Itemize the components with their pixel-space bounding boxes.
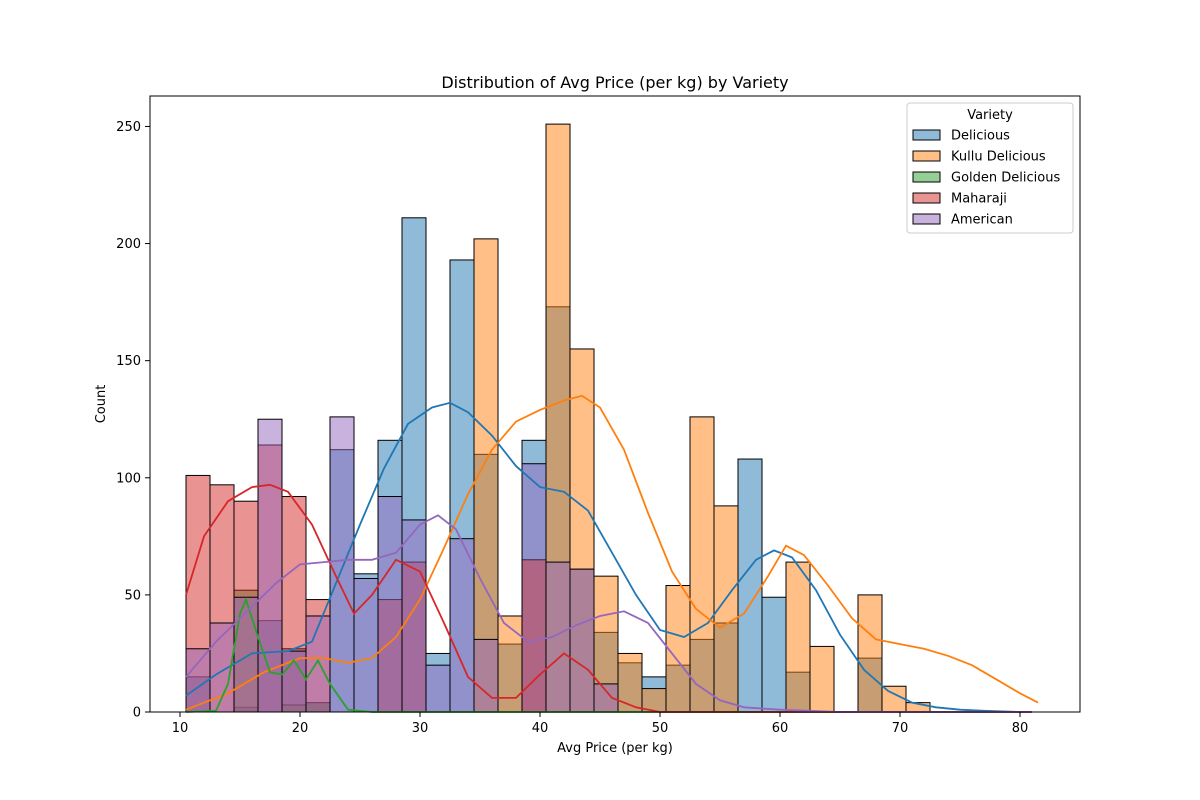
bar bbox=[617, 652, 643, 713]
legend-item-label: American bbox=[951, 213, 1013, 228]
x-tick-label: 30 bbox=[412, 721, 429, 736]
legend-item-label: Kullu Delicious bbox=[951, 150, 1046, 165]
kde-line-0 bbox=[185, 401, 1021, 713]
y-tick-label: 0 bbox=[133, 706, 141, 721]
histogram-bars bbox=[185, 123, 931, 713]
chart-title: Distribution of Avg Price (per kg) by Va… bbox=[441, 73, 788, 92]
bar bbox=[881, 685, 907, 713]
x-axis: 10 20 30 40 50 60 70 80 bbox=[172, 712, 1029, 736]
bar bbox=[353, 577, 379, 713]
y-tick-label: 50 bbox=[124, 588, 141, 603]
bar bbox=[233, 596, 259, 713]
legend-item-label: Golden Delicious bbox=[951, 171, 1060, 186]
x-axis-label: Avg Price (per kg) bbox=[557, 741, 673, 756]
bar bbox=[257, 418, 283, 713]
bar bbox=[377, 496, 403, 713]
legend-swatch bbox=[912, 150, 941, 162]
x-tick-label: 40 bbox=[532, 721, 549, 736]
kde-curves bbox=[185, 394, 1039, 713]
bar bbox=[401, 519, 427, 713]
bar bbox=[785, 561, 811, 713]
legend-swatch bbox=[912, 213, 941, 225]
legend: Variety Delicious Kullu Delicious Golden De… bbox=[906, 102, 1074, 234]
y-tick-label: 100 bbox=[116, 471, 141, 486]
kde-line-4 bbox=[185, 514, 1032, 713]
x-tick-label: 10 bbox=[172, 721, 189, 736]
bar bbox=[737, 458, 763, 713]
legend-title: Variety bbox=[967, 108, 1013, 123]
kde-line-3 bbox=[185, 483, 1032, 713]
y-tick-label: 250 bbox=[116, 120, 141, 135]
bar bbox=[521, 463, 547, 713]
x-tick-label: 50 bbox=[652, 721, 669, 736]
y-axis: 0 50 100 150 200 250 bbox=[116, 120, 150, 721]
x-tick-label: 80 bbox=[1012, 721, 1029, 736]
plot-frame bbox=[149, 95, 1081, 713]
bar bbox=[569, 568, 595, 713]
legend-swatch bbox=[912, 192, 941, 204]
y-tick-label: 200 bbox=[116, 237, 141, 252]
x-tick-label: 60 bbox=[772, 721, 789, 736]
y-axis-label: Count bbox=[94, 385, 109, 424]
legend-item-label: Delicious bbox=[951, 129, 1010, 144]
bar bbox=[305, 615, 331, 713]
bar bbox=[473, 638, 499, 713]
x-tick-label: 20 bbox=[292, 721, 309, 736]
y-tick-label: 150 bbox=[116, 354, 141, 369]
bar bbox=[809, 645, 835, 713]
bar bbox=[329, 416, 355, 713]
kde-line-1 bbox=[185, 394, 1039, 711]
bar bbox=[857, 594, 883, 713]
legend-box bbox=[906, 102, 1074, 234]
bar bbox=[665, 585, 691, 713]
bar bbox=[425, 664, 451, 713]
legend-swatch bbox=[912, 129, 941, 141]
legend-swatch bbox=[912, 171, 941, 183]
bar bbox=[761, 596, 787, 713]
legend-item-label: Maharaji bbox=[951, 192, 1007, 207]
x-tick-label: 70 bbox=[892, 721, 909, 736]
bar bbox=[449, 538, 475, 713]
bar bbox=[689, 416, 715, 713]
